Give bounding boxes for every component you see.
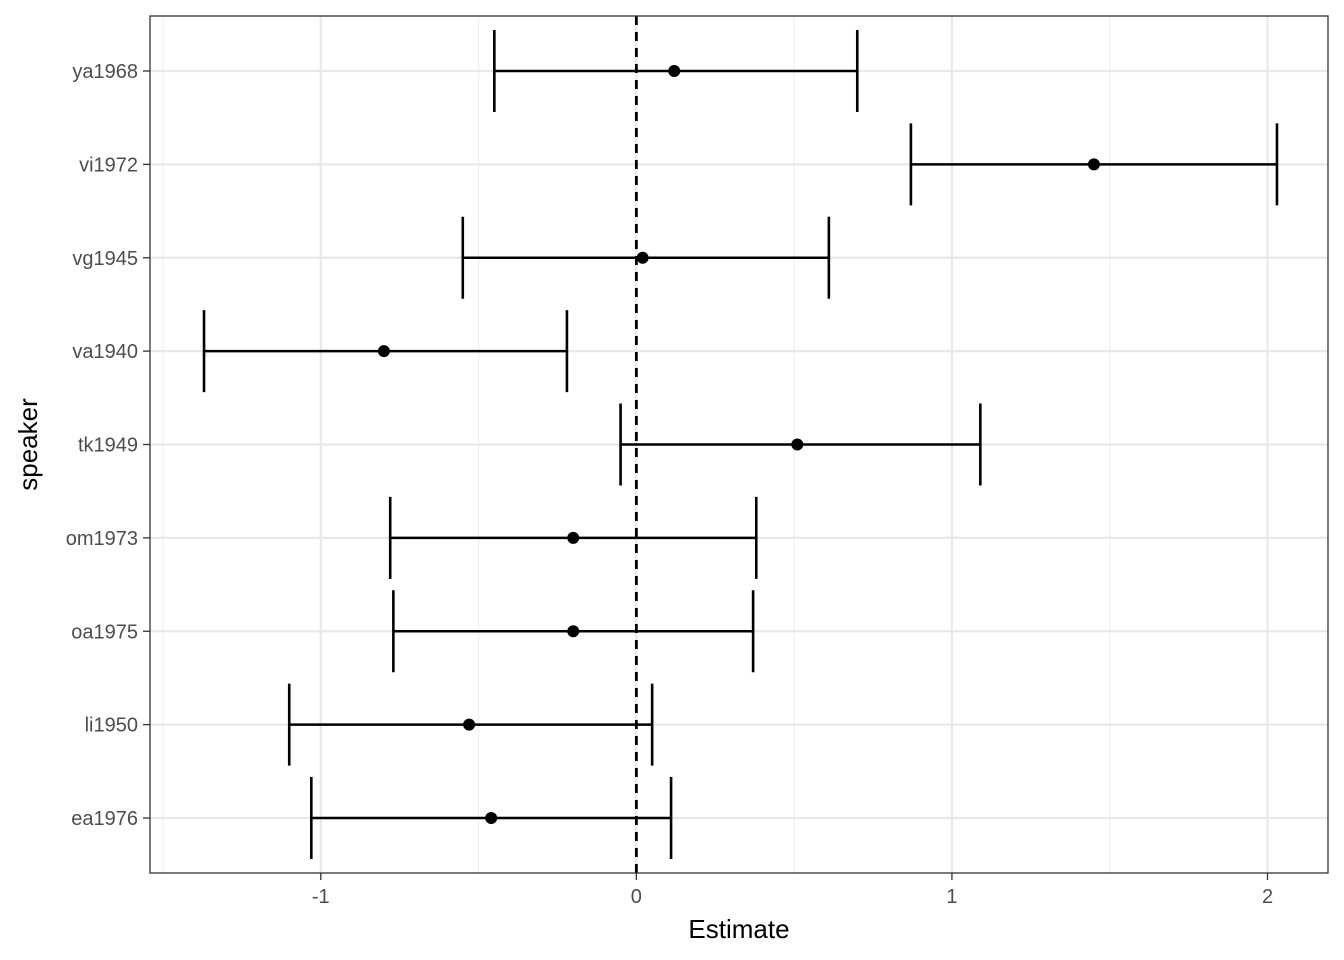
y-tick-label: ea1976 xyxy=(71,808,138,830)
x-tick-label: -1 xyxy=(312,886,330,908)
x-tick-label: 1 xyxy=(946,886,957,908)
error-bars xyxy=(202,30,1279,859)
estimate-point-ya1968 xyxy=(668,65,681,77)
y-tick-label: ya1968 xyxy=(72,61,138,83)
estimate-point-om1973 xyxy=(567,531,580,544)
y-tick-label: oa1975 xyxy=(71,621,138,643)
estimate-point-vg1945 xyxy=(636,251,649,264)
estimate-points xyxy=(377,65,1100,824)
x-axis-title: Estimate xyxy=(688,914,789,944)
y-tick-label: tk1949 xyxy=(78,435,138,457)
y-tick-label: li1950 xyxy=(85,715,138,737)
estimate-point-li1950 xyxy=(463,718,476,731)
estimate-point-oa1975 xyxy=(567,625,580,638)
estimate-point-ea1976 xyxy=(485,812,498,824)
y-tick-label: va1940 xyxy=(72,341,138,363)
y-tick-label: om1973 xyxy=(66,528,138,550)
y-tick-label: vi1972 xyxy=(79,154,138,176)
x-tick-label: 0 xyxy=(631,886,642,908)
y-tick-label: vg1945 xyxy=(72,248,138,270)
estimate-point-va1940 xyxy=(377,345,390,358)
estimate-point-tk1949 xyxy=(791,438,804,451)
y-axis-title: speaker xyxy=(13,398,43,491)
axes: -1 0 1 2 ea1976 li1950 oa1975 om1973 tk1949 va194… xyxy=(66,61,1273,908)
estimate-point-vi1972 xyxy=(1087,158,1100,171)
x-tick-label: 2 xyxy=(1262,886,1273,908)
